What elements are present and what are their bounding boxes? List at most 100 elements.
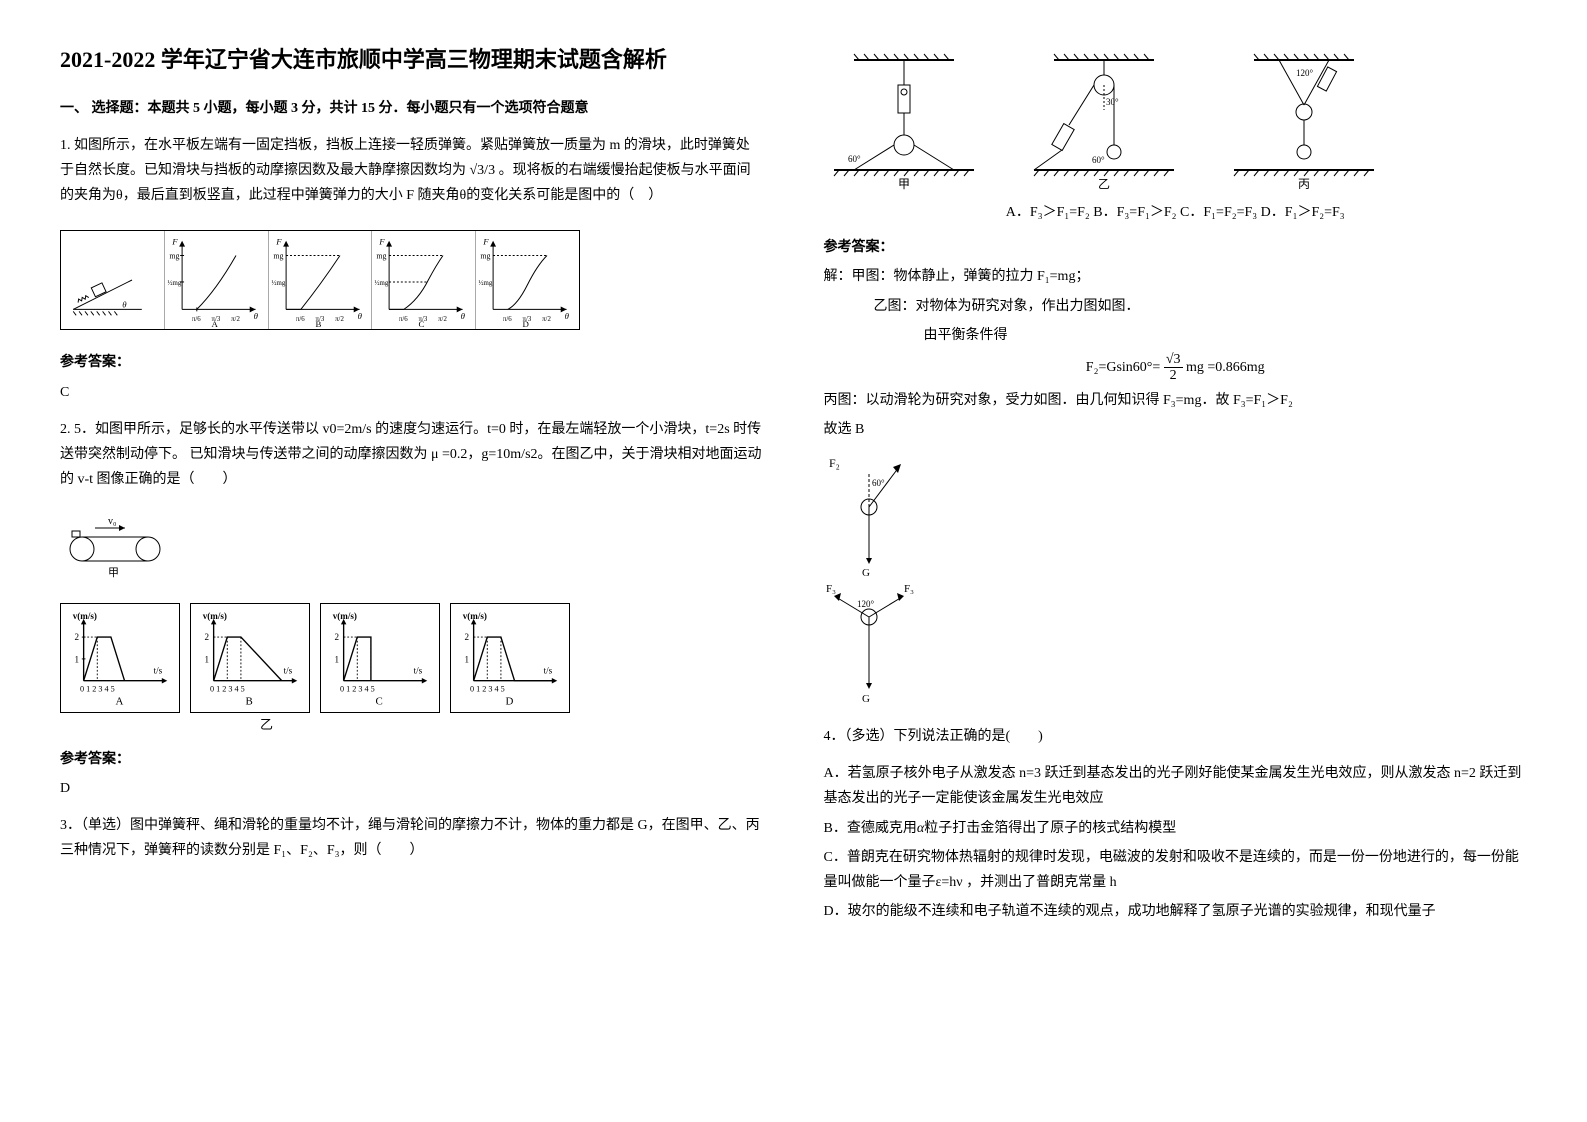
q1-math: √3/3 (470, 163, 496, 178)
q3-pulley-yi: 30° 60° 乙 (1024, 50, 1184, 190)
svg-text:θ: θ (253, 312, 258, 322)
svg-text:v(m/s): v(m/s) (203, 611, 227, 621)
svg-text:2: 2 (205, 632, 210, 642)
q2-options-row: v(m/s) 2 1 t/s 0 1 2 3 4 5 A v(m/s) (60, 603, 764, 713)
q1-spring-options: θ F θ mg (60, 230, 580, 330)
svg-text:t/s: t/s (414, 666, 423, 676)
q1-graph-d-svg: F θ mg ½mg π/6 π/3 π/2 D (476, 231, 579, 329)
svg-text:F: F (482, 237, 489, 247)
q4-optb-b: 粒子打击金箔得出了原子的核式结构模型 (924, 821, 1176, 836)
q3-pulley-bing: 120° 丙 (1224, 50, 1384, 190)
q4-stem: 4．（多选）下列说法正确的是( ) (824, 729, 1043, 744)
svg-text:mg: mg (273, 252, 283, 261)
svg-text:mg: mg (169, 252, 179, 261)
svg-text:θ: θ (565, 312, 570, 322)
svg-text:F: F (379, 237, 386, 247)
svg-text:丙: 丙 (1298, 177, 1310, 190)
q1-option-b-graph: F θ mg ½mg π/6 π/3 π/2 B (269, 231, 373, 329)
q2-chart-d-svg: v(m/s) 2 1 t/s 0 1 2 3 4 5 D (455, 608, 565, 708)
belt-svg: v₀ 甲 (60, 514, 170, 584)
svg-text:60°: 60° (872, 478, 885, 488)
q4-option-c: C．普朗克在研究物体热辐射的规律时发现，电磁波的发射和吸收不是连续的，而是一份一… (824, 845, 1528, 895)
svg-text:v(m/s): v(m/s) (463, 611, 487, 621)
svg-text:π/2: π/2 (438, 317, 447, 324)
svg-text:B: B (245, 696, 252, 708)
svg-text:30°: 30° (1106, 97, 1119, 107)
force-diagram-svg: F₂ G 60° F₃ F₃ 120° G (824, 452, 964, 712)
q3-sol-fraction: √3 2 (1164, 352, 1183, 384)
q3-force-diagram: F₂ G 60° F₃ F₃ 120° G (824, 452, 964, 712)
q2-option-b-chart: v(m/s) 2 1 t/s 0 1 2 3 4 5 B (190, 603, 310, 713)
svg-text:1: 1 (465, 655, 470, 665)
q1-answer-label: 参考答案： (60, 350, 764, 375)
q1-option-a-graph: F θ mg ½mg π/6 π/3 π/2 A (165, 231, 269, 329)
q1-incline-diagram: θ (61, 231, 165, 329)
svg-text:0 1 2 3 4 5: 0 1 2 3 4 5 (80, 685, 115, 694)
svg-text:π/2: π/2 (542, 317, 551, 324)
pulley-bing-svg: 120° 丙 (1224, 50, 1384, 190)
svg-text:v(m/s): v(m/s) (333, 611, 357, 621)
question-4: 4．（多选）下列说法正确的是( ) (824, 724, 1528, 749)
q2-chart-b-svg: v(m/s) 2 1 t/s 0 1 2 3 4 5 B (195, 608, 305, 708)
right-column: 60° 甲 30° 60° 乙 (824, 40, 1528, 928)
svg-text:F₃: F₃ (904, 583, 914, 595)
q4-option-a: A．若氢原子核外电子从激发态 n=3 跃迁到基态发出的光子刚好能使某金属发生光电… (824, 761, 1528, 811)
svg-text:2: 2 (335, 632, 340, 642)
q3-stem: 3．（单选）图中弹簧秤、绳和滑轮的重量均不计，绳与滑轮间的摩擦力不计，物体的重力… (60, 818, 760, 858)
svg-text:½mg: ½mg (479, 280, 493, 287)
question-2: 2. 5．如图甲所示，足够长的水平传送带以 v0=2m/s 的速度匀速运行。t=… (60, 417, 764, 493)
svg-text:1: 1 (335, 655, 340, 665)
q2-option-c-chart: v(m/s) 2 1 t/s 0 1 2 3 4 5 C (320, 603, 440, 713)
pulley-yi-svg: 30° 60° 乙 (1024, 50, 1184, 190)
q4-option-d: D．玻尔的能级不连续和电子轨道不连续的观点，成功地解释了氢原子光谱的实验规律，和… (824, 899, 1528, 924)
svg-text:θ: θ (122, 300, 127, 310)
svg-text:120°: 120° (1296, 68, 1314, 78)
svg-text:G: G (862, 567, 870, 579)
q1-graph-c-svg: F θ mg ½mg π/6 π/3 π/2 C (372, 231, 475, 329)
svg-text:120°: 120° (857, 599, 875, 609)
q1-figure: θ F θ mg (60, 230, 580, 330)
svg-text:D: D (523, 319, 530, 329)
q3-pulley-jia: 60° 甲 (824, 50, 984, 190)
svg-text:A: A (211, 319, 218, 329)
svg-text:F₃: F₃ (826, 583, 836, 595)
svg-text:1: 1 (75, 655, 80, 665)
svg-text:½mg: ½mg (375, 280, 389, 287)
svg-text:π/6: π/6 (399, 317, 408, 324)
pulley-jia-svg: 60° 甲 (824, 50, 984, 190)
q4-optb-a: B．查德威克用 (824, 821, 917, 836)
q2-stem: 2. 5．如图甲所示，足够长的水平传送带以 v0=2m/s 的速度匀速运行。t=… (60, 422, 762, 487)
svg-text:F: F (275, 237, 282, 247)
q2-option-a-chart: v(m/s) 2 1 t/s 0 1 2 3 4 5 A (60, 603, 180, 713)
q3-sol4a: F₂=Gsin60°= (1086, 360, 1161, 375)
svg-text:D: D (505, 696, 513, 708)
svg-text:C: C (419, 319, 425, 329)
svg-text:甲: 甲 (898, 177, 910, 190)
q3-options: A．F₃＞F₁=F₂ B．F₃=F₁＞F₂ C．F₁=F₂=F₃ D．F₁＞F₂… (824, 200, 1528, 225)
svg-text:t/s: t/s (154, 666, 163, 676)
section-1-heading: 一、 选择题：本题共 5 小题，每小题 3 分，共计 15 分．每小题只有一个选… (60, 96, 764, 121)
svg-text:60°: 60° (1092, 155, 1105, 165)
svg-text:mg: mg (377, 252, 387, 261)
q3-sol-6: 故选 B (824, 417, 1528, 442)
q2-answer-label: 参考答案： (60, 747, 764, 772)
question-3: 3．（单选）图中弹簧秤、绳和滑轮的重量均不计，绳与滑轮间的摩擦力不计，物体的重力… (60, 813, 764, 863)
svg-text:F₂: F₂ (829, 456, 840, 470)
q3-sol-4: F₂=Gsin60°= √3 2 mg =0.866mg (824, 352, 1528, 384)
svg-text:0 1 2 3 4 5: 0 1 2 3 4 5 (470, 685, 505, 694)
q4-option-b: B．查德威克用α粒子打击金箔得出了原子的核式结构模型 (824, 816, 1528, 841)
q3-sol-3: 由平衡条件得 (824, 323, 1528, 348)
svg-text:π/6: π/6 (192, 317, 201, 324)
svg-text:0 1 2 3 4 5: 0 1 2 3 4 5 (340, 685, 375, 694)
svg-text:v(m/s): v(m/s) (73, 611, 97, 621)
q1-answer: C (60, 380, 764, 405)
svg-text:t/s: t/s (284, 666, 293, 676)
q3-answer-label: 参考答案： (824, 235, 1528, 260)
q3-frac-top: √3 (1164, 352, 1183, 368)
q3-sol-1: 解：甲图：物体静止，弹簧的拉力 F₁=mg； (824, 264, 1528, 289)
question-1: 1. 如图所示，在水平板左端有一固定挡板，挡板上连接一轻质弹簧。紧贴弹簧放一质量… (60, 133, 764, 209)
svg-text:0 1 2 3 4 5: 0 1 2 3 4 5 (210, 685, 245, 694)
svg-text:F: F (171, 237, 178, 247)
svg-text:B: B (315, 319, 321, 329)
q2-row-label: 乙 (260, 713, 764, 736)
